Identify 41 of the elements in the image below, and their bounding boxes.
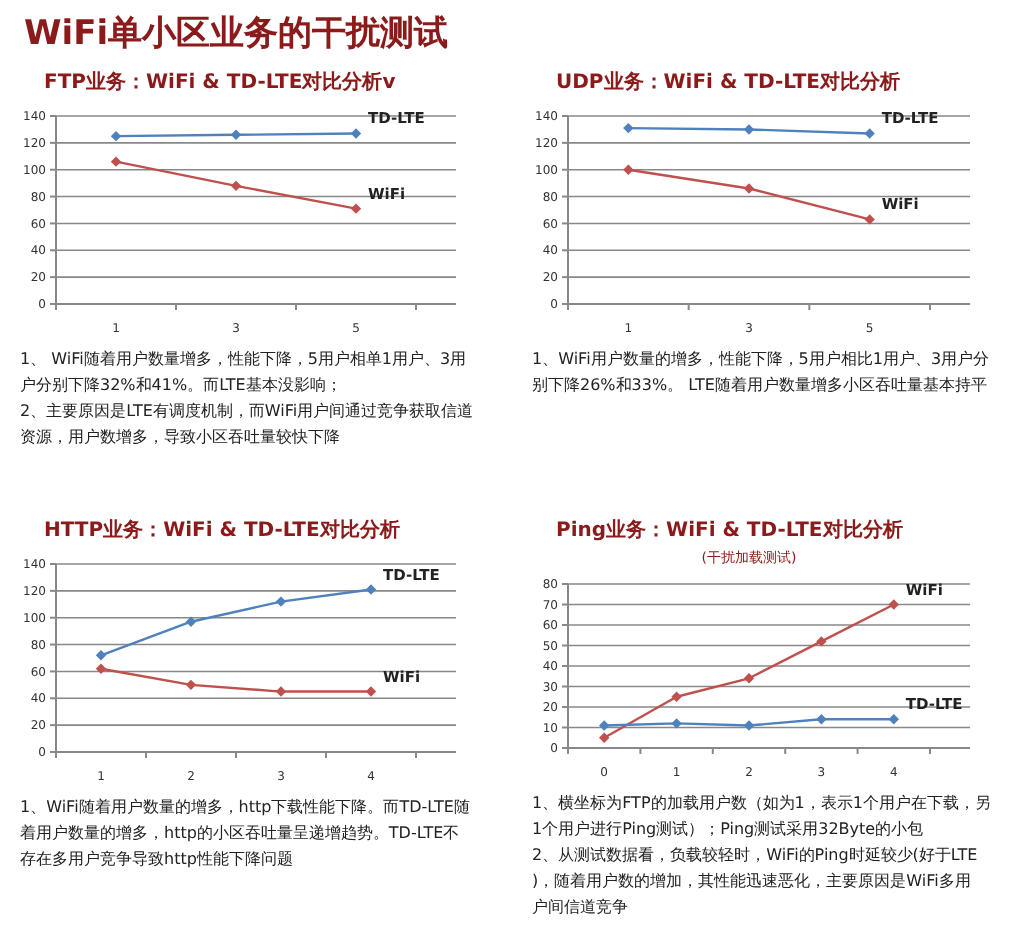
point xyxy=(816,636,827,647)
point xyxy=(350,203,362,214)
point xyxy=(671,718,682,729)
point xyxy=(275,596,287,607)
point xyxy=(110,130,122,142)
point xyxy=(599,732,610,743)
point xyxy=(230,180,242,192)
point xyxy=(888,599,899,610)
point xyxy=(864,128,875,139)
point xyxy=(743,720,755,731)
point xyxy=(743,673,755,684)
chart-title: UDP业务：WiFi & TD-LTE对比分析 xyxy=(556,70,900,94)
point xyxy=(864,214,875,225)
point xyxy=(350,128,362,139)
point xyxy=(743,124,755,135)
chart-title: Ping业务：WiFi & TD-LTE对比分析 xyxy=(556,518,903,542)
point xyxy=(365,686,377,697)
point xyxy=(888,714,899,725)
text: 1、 WiFi随着用户数量增多，性能下降，5用户相单1用户、3用户分别下降32%和41%。而LTE基本没影响； xyxy=(20,350,467,394)
point xyxy=(95,663,107,674)
point xyxy=(743,183,755,194)
text: 2、从测试数据看，负载较轻时，WiFi的Ping时延较少(好于LTE)，随着用户数的增加，其性能迅速恶化，主要原因是WiFi多用户间信道竞争 xyxy=(532,846,978,916)
point xyxy=(671,691,682,702)
text: 1、横坐标为FTP的加载用户数（如为1，表示1个用户在下载，另1个用户进行Ping测试）；Ping测试采用32Byte的小包 xyxy=(532,794,991,838)
point xyxy=(95,650,107,661)
text: WiFi单小区业务的干扰测试 xyxy=(24,14,449,54)
point xyxy=(365,584,377,595)
point xyxy=(185,679,197,691)
chart-title: HTTP业务：WiFi & TD-LTE对比分析 xyxy=(44,518,400,542)
point xyxy=(623,122,634,134)
point xyxy=(275,686,287,697)
text: 2、主要原因是LTE有调度机制，而WiFi用户间通过竞争获取信道资源，用户数增多，导致小区吞吐量较快下降 xyxy=(20,402,474,446)
chart-title: FTP业务：WiFi & TD-LTE对比分析v xyxy=(44,70,397,94)
point xyxy=(110,156,122,167)
point xyxy=(185,616,197,627)
point xyxy=(623,164,634,175)
point xyxy=(230,129,242,140)
point xyxy=(599,720,610,731)
text: 1、WiFi用户数量的增多，性能下降，5用户相比1用户、3用户分别下降26%和33%。 LTE随着用户数量增多小区吞吐量基本持平 xyxy=(532,350,990,394)
text: 1、WiFi随着用户数量的增多，http下载性能下降。而TD-LTE随着用户数量的增多，http的小区吞吐量呈递增趋势。TD-LTE不存在多用户竞争导致http性能下降问题 xyxy=(20,798,470,868)
point xyxy=(816,714,827,725)
